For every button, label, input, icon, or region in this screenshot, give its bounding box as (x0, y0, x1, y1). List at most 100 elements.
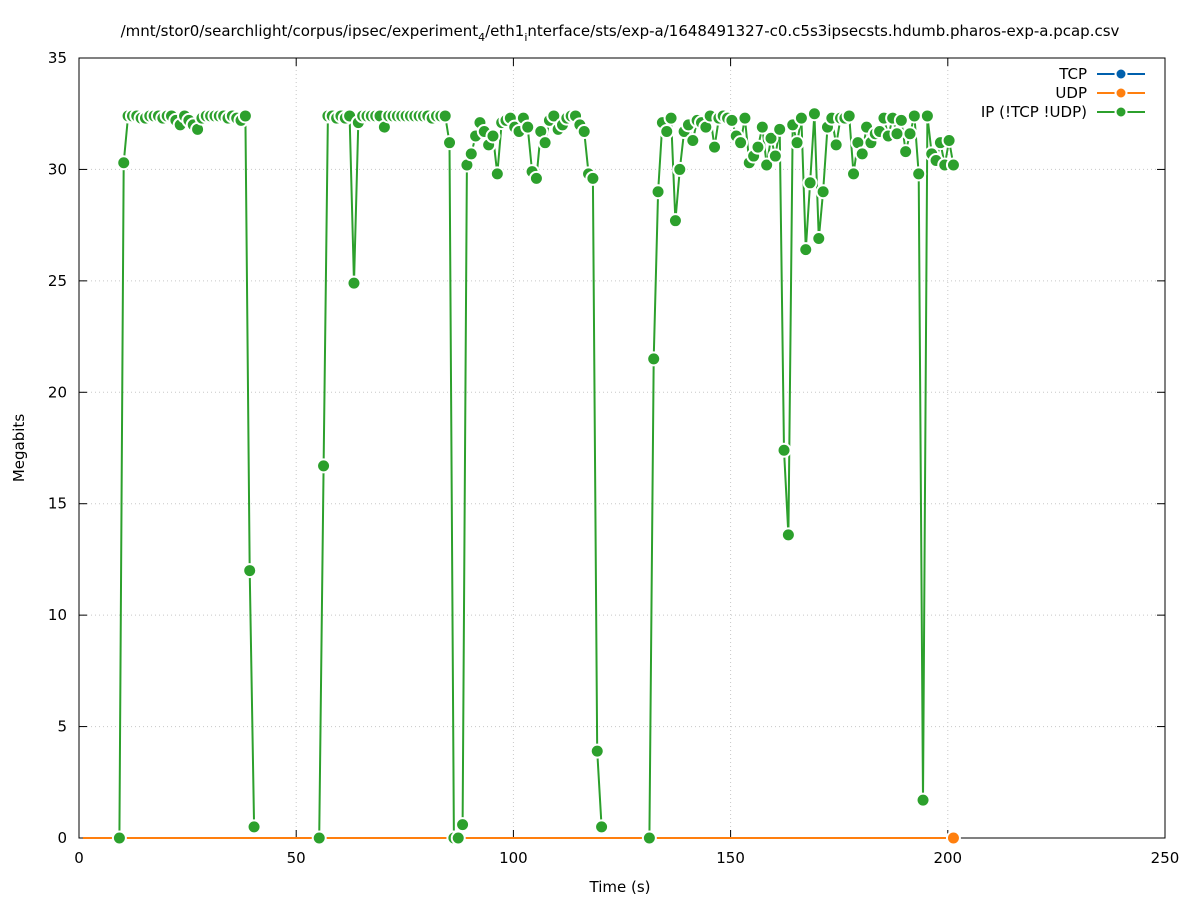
series-ip-tcp-udp (111, 106, 961, 846)
data-point (116, 155, 132, 171)
grid-lines (79, 58, 1165, 838)
y-tick-label: 35 (48, 49, 67, 67)
data-point (945, 157, 961, 173)
y-tick-label: 20 (48, 383, 67, 401)
data-point (915, 792, 931, 808)
data-point (537, 135, 553, 151)
y-axis-label: Megabits (10, 414, 28, 482)
x-tick-label: 0 (74, 849, 84, 867)
data-point (237, 108, 253, 124)
data-point (806, 106, 822, 122)
data-point (707, 139, 723, 155)
data-point (911, 166, 927, 182)
data-point (528, 170, 544, 186)
data-point (754, 119, 770, 135)
data-point (667, 213, 683, 229)
x-axis-label: Time (s) (589, 878, 651, 896)
data-point (685, 132, 701, 148)
data-point (455, 817, 471, 833)
y-tick-label: 0 (57, 829, 67, 847)
legend-marker (1114, 86, 1128, 100)
data-point (346, 275, 362, 291)
data-point (650, 184, 666, 200)
x-tick-label: 50 (287, 849, 306, 867)
data-point (811, 231, 827, 247)
data-point (763, 130, 779, 146)
data-point (646, 351, 662, 367)
data-point (737, 110, 753, 126)
y-tick-label: 25 (48, 272, 67, 290)
plot-frame (78, 57, 1166, 839)
data-point (585, 170, 601, 186)
data-point (724, 112, 740, 128)
legend-marker (1114, 105, 1128, 119)
data-point (780, 527, 796, 543)
data-point (442, 135, 458, 151)
data-point (641, 830, 657, 846)
data-point (889, 126, 905, 142)
data-point (242, 563, 258, 579)
data-point (898, 144, 914, 160)
data-point (759, 157, 775, 173)
x-tick-label: 150 (716, 849, 745, 867)
x-tick-label: 100 (499, 849, 528, 867)
data-point (246, 819, 262, 835)
data-point (893, 112, 909, 128)
data-point (659, 124, 675, 140)
data-point (485, 128, 501, 144)
x-tick-label: 250 (1151, 849, 1180, 867)
data-point (589, 743, 605, 759)
chart-title: /mnt/stor0/searchlight/corpus/ipsec/expe… (121, 22, 1120, 44)
y-tick-label: 10 (48, 606, 67, 624)
data-point (841, 108, 857, 124)
data-point (941, 132, 957, 148)
y-axis: 0 5 10 15 20 25 30 35 (48, 49, 1165, 847)
data-point (793, 110, 809, 126)
data-point (663, 110, 679, 126)
data-point (576, 124, 592, 140)
data-point (776, 442, 792, 458)
data-point (802, 175, 818, 191)
data-point (919, 108, 935, 124)
data-point (789, 135, 805, 151)
x-tick-label: 200 (933, 849, 962, 867)
data-point (828, 137, 844, 153)
series-line (318, 114, 459, 839)
data-point (798, 242, 814, 258)
legend-label: TCP (1058, 65, 1087, 83)
data-point (902, 126, 918, 142)
series-line (648, 111, 955, 839)
data-point (750, 139, 766, 155)
data-point (733, 135, 749, 151)
data-point (672, 161, 688, 177)
legend-marker (1114, 67, 1128, 81)
y-tick-label: 30 (48, 160, 67, 178)
data-point (594, 819, 610, 835)
plot-border (78, 57, 1166, 839)
data-point (945, 830, 961, 846)
data-point (854, 146, 870, 162)
data-point (767, 148, 783, 164)
data-point (489, 166, 505, 182)
data-point (311, 830, 327, 846)
data-point (846, 166, 862, 182)
series-layer (82, 106, 961, 846)
legend-label: UDP (1055, 84, 1087, 102)
series-udp (82, 837, 957, 839)
data-point (772, 121, 788, 137)
series-line (461, 113, 603, 827)
series-line (118, 113, 256, 839)
data-point (316, 458, 332, 474)
legend-label: IP (!TCP !UDP) (981, 103, 1087, 121)
data-point (520, 119, 536, 135)
data-point (906, 108, 922, 124)
data-point (450, 830, 466, 846)
y-tick-label: 5 (57, 718, 67, 736)
data-point (815, 184, 831, 200)
y-tick-label: 15 (48, 495, 67, 513)
data-point (463, 146, 479, 162)
data-point (437, 108, 453, 124)
x-axis: 0 50 100 150 200 250 (74, 58, 1179, 867)
